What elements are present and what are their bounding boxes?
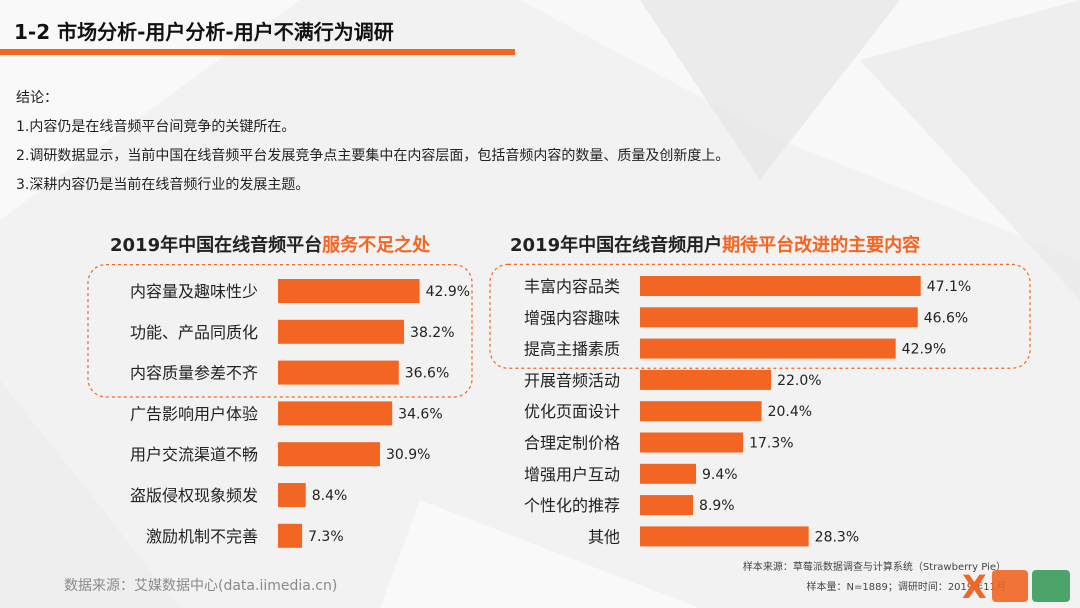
value-label-right: 47.1%	[927, 279, 971, 295]
value-label-left: 7.3%	[308, 529, 344, 545]
conclusion-line: 3.深耕内容仍是当前在线音频行业的发展主题。	[16, 177, 310, 193]
brand-logo: X	[962, 568, 1070, 606]
bar-right	[640, 276, 921, 296]
value-label-right: 8.9%	[699, 498, 735, 514]
value-label-right: 22.0%	[777, 373, 821, 389]
bar-right	[640, 495, 694, 516]
chart-title-right: 2019年中国在线音频用户期待平台改进的主要内容	[510, 231, 920, 257]
chart-title-left: 2019年中国在线音频平台服务不足之处	[110, 231, 430, 257]
category-label-right: 提高主播素质	[524, 340, 620, 359]
value-label-right: 17.3%	[749, 436, 793, 452]
sample-size: 样本量：N=1889；调研时间：2019年11月	[806, 582, 1006, 593]
highlight-box-right	[489, 263, 1031, 369]
conclusion-line: 2.调研数据显示，当前中国在线音频平台发展竞争点主要集中在内容层面，包括音频内容…	[16, 148, 730, 164]
title-underline	[0, 49, 515, 55]
category-label-right: 丰富内容品类	[524, 277, 620, 296]
page-title: 1-2 市场分析-用户分析-用户不满行为调研	[14, 20, 394, 44]
category-label-left: 激励机制不完善	[146, 527, 258, 546]
chart-title-left-highlight: 服务不足之处	[322, 235, 431, 256]
value-label-left: 36.6%	[405, 366, 449, 382]
category-label-right: 增强内容趣味	[524, 308, 620, 327]
category-label-left: 盗版侵权现象频发	[130, 486, 258, 505]
value-label-left: 38.2%	[410, 325, 454, 341]
sample-source: 样本来源：草莓派数据调查与计算系统（Strawberry Pie）	[742, 562, 1006, 573]
bar-left	[278, 523, 303, 548]
bar-left	[278, 360, 399, 385]
category-label-right: 增强用户互动	[524, 465, 620, 484]
bar-left	[278, 483, 306, 507]
bar-right	[640, 463, 697, 484]
category-label-right: 其他	[588, 527, 620, 546]
category-label-left: 用户交流渠道不畅	[130, 445, 258, 464]
bar-right	[640, 401, 762, 422]
chart-title-left-main: 2019年中国在线音频平台	[110, 235, 323, 256]
chart-title-right-highlight: 期待平台改进的主要内容	[722, 235, 921, 256]
category-label-right: 合理定制价格	[524, 434, 620, 453]
bar-right	[640, 338, 896, 359]
bar-left	[278, 442, 380, 467]
highlight-box-left	[87, 264, 473, 398]
conclusion-line: 1.内容仍是在线音频平台间竞争的关键所在。	[16, 119, 296, 135]
value-label-right: 46.6%	[924, 310, 968, 326]
value-label-right: 9.4%	[702, 467, 738, 483]
category-label-right: 个性化的推荐	[524, 496, 620, 515]
value-label-right: 28.3%	[815, 529, 859, 545]
value-label-left: 30.9%	[386, 447, 430, 463]
bar-left	[278, 319, 405, 344]
conclusions: 结论： 1.内容仍是在线音频平台间竞争的关键所在。 2.调研数据显示，当前中国在…	[16, 84, 729, 200]
value-label-left: 34.6%	[398, 406, 442, 422]
category-label-left: 内容量及趣味性少	[130, 282, 258, 301]
bar-right	[640, 526, 809, 547]
category-label-right: 优化页面设计	[524, 402, 620, 421]
bar-right	[640, 369, 772, 390]
bar-left	[278, 279, 420, 303]
data-source: 数据来源：艾媒数据中心(data.iimedia.cn)	[64, 578, 338, 594]
value-label-left: 8.4%	[312, 488, 348, 504]
category-label-left: 广告影响用户体验	[130, 404, 258, 423]
header: 1-2 市场分析-用户分析-用户不满行为调研	[0, 0, 1080, 60]
bar-right	[640, 307, 918, 328]
category-label-right: 开展音频活动	[524, 371, 620, 390]
svg-text:X: X	[962, 568, 987, 606]
value-label-left: 42.9%	[426, 284, 470, 300]
value-label-right: 20.4%	[768, 404, 812, 420]
value-label-right: 42.9%	[902, 342, 946, 358]
category-label-left: 内容质量参差不齐	[130, 364, 258, 383]
bar-left	[278, 401, 393, 426]
bar-right	[640, 432, 744, 453]
chart-title-right-main: 2019年中国在线音频用户	[510, 235, 723, 256]
conclusion-line: 结论：	[16, 90, 58, 106]
category-label-left: 功能、产品同质化	[130, 323, 258, 342]
